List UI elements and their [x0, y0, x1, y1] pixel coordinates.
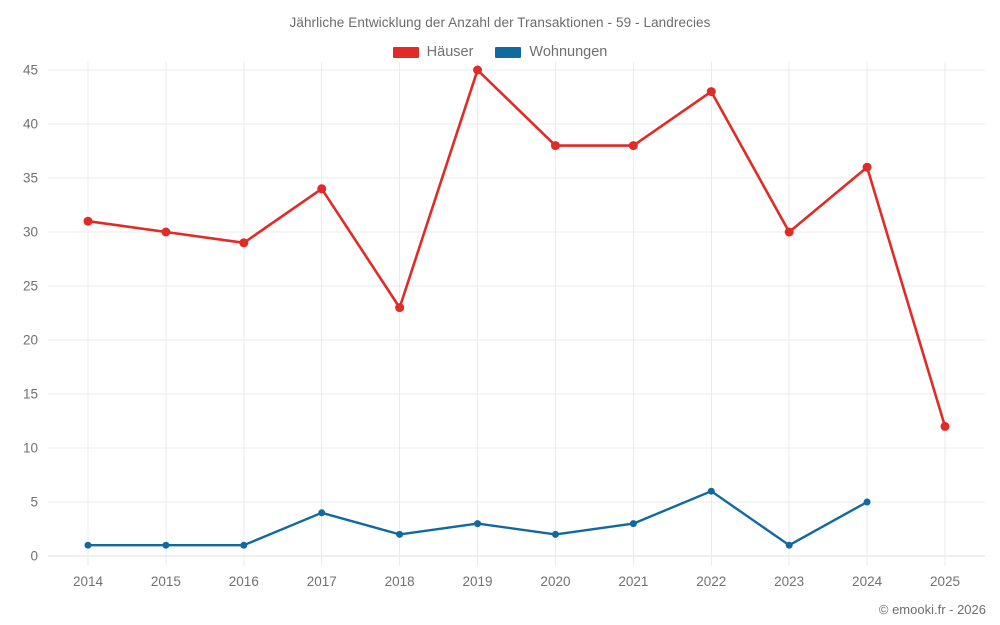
x-axis-tick-label: 2019	[462, 574, 493, 589]
data-point-marker[interactable]	[629, 520, 637, 528]
x-axis-tick-label: 2020	[540, 574, 571, 589]
y-axis-tick-label: 5	[30, 494, 38, 510]
y-axis-tick-label: 45	[22, 62, 38, 78]
data-point-marker[interactable]	[240, 541, 248, 549]
data-point-marker[interactable]	[162, 541, 170, 549]
y-axis-tick-label: 0	[30, 548, 38, 564]
data-point-marker[interactable]	[83, 216, 93, 226]
y-axis-tick-label: 10	[22, 440, 38, 456]
legend-swatch-icon-wohnungen	[495, 46, 522, 58]
legend-label-haeuser: Häuser	[426, 44, 474, 60]
data-point-marker[interactable]	[239, 238, 249, 248]
y-axis-tick-label: 20	[22, 332, 38, 348]
series-line-haeuser	[86, 68, 947, 428]
data-point-marker[interactable]	[784, 227, 794, 237]
x-axis-tick-label: 2024	[852, 574, 883, 589]
data-point-marker[interactable]	[473, 65, 483, 75]
x-axis-tick-label: 2022	[696, 574, 727, 589]
data-point-marker[interactable]	[318, 509, 326, 517]
data-point-marker[interactable]	[84, 541, 92, 549]
data-point-marker[interactable]	[940, 421, 950, 431]
data-point-marker[interactable]	[706, 87, 716, 97]
x-axis-tick-label: 2014	[72, 574, 104, 589]
data-point-marker[interactable]	[862, 162, 872, 172]
x-axis-tick-label: 2017	[306, 574, 337, 589]
legend-item-wohnungen[interactable]: Wohnungen	[495, 44, 607, 60]
x-axis-tick-label: 2015	[150, 574, 181, 589]
data-point-marker[interactable]	[396, 530, 404, 538]
y-axis-tick-label: 15	[22, 386, 38, 402]
chart-title: Jährliche Entwicklung der Anzahl der Tra…	[289, 15, 711, 30]
x-axis-tick-label: 2023	[774, 574, 805, 589]
chart-legend: Häuser Wohnungen	[0, 44, 1000, 60]
y-axis-tick-label: 35	[22, 170, 38, 186]
data-point-marker[interactable]	[550, 141, 560, 151]
x-axis-tick-label: 2021	[618, 574, 649, 589]
data-point-marker[interactable]	[551, 530, 559, 538]
legend-label-wohnungen: Wohnungen	[529, 44, 608, 60]
data-point-marker[interactable]	[161, 227, 171, 237]
data-point-marker[interactable]	[395, 303, 405, 313]
footer-credit: © emooki.fr - 2026	[878, 602, 986, 617]
x-axis-tick-label: 2016	[228, 574, 259, 589]
data-point-marker[interactable]	[707, 487, 715, 495]
legend-item-haeuser[interactable]: Häuser	[392, 44, 474, 60]
data-point-marker[interactable]	[785, 541, 793, 549]
x-axis-tick-label: 2018	[384, 574, 415, 589]
y-axis-tick-label: 30	[22, 224, 38, 240]
y-axis-tick-label: 40	[22, 116, 38, 132]
data-point-marker[interactable]	[863, 498, 871, 506]
data-point-marker[interactable]	[628, 141, 638, 151]
y-axis-tick-label: 25	[22, 278, 38, 294]
legend-swatch-icon-haeuser	[392, 46, 419, 58]
data-point-marker[interactable]	[317, 184, 327, 194]
data-point-marker[interactable]	[474, 520, 482, 528]
x-axis-tick-label: 2025	[929, 574, 961, 589]
